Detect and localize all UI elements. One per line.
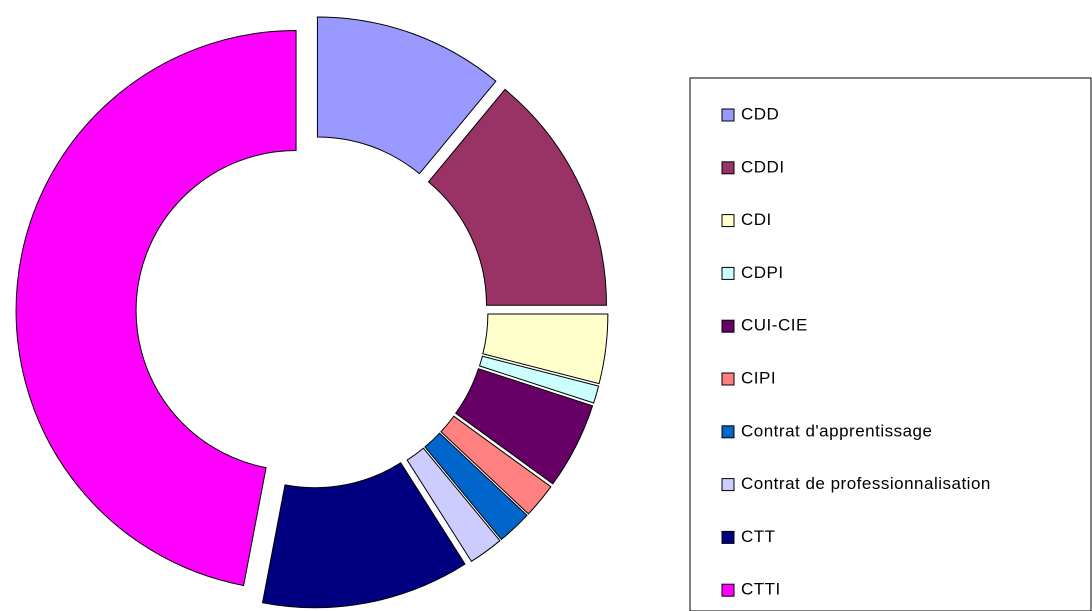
legend-box [689,77,1092,611]
legend-swatch [721,319,735,333]
legend-label: CDD [741,104,779,123]
legend-label: CTTI [741,580,781,599]
donut-slice [478,355,600,404]
legend-label: Contrat de professionnalisation [741,474,991,493]
legend-swatch [721,530,735,544]
legend-label: CDI [741,210,772,229]
legend-label: CTT [741,527,776,546]
legend-swatch [721,583,735,597]
donut-slice [15,29,297,587]
legend-label: CIPI [741,368,776,387]
legend-swatch [721,478,735,492]
legend-label: CUI-CIE [741,316,808,335]
donut-slice [316,16,497,175]
legend-swatch [721,161,735,175]
legend-swatch [721,425,735,439]
legend-swatch [721,266,735,280]
donut-slice [406,447,501,563]
donut-slice [455,368,594,485]
donut-slice [440,415,552,515]
legend-swatch [721,214,735,228]
legend-label: CDDI [741,157,785,176]
legend-label: CDPI [741,263,784,282]
donut-slice [424,432,528,541]
legend-label: Contrat d'apprentissage [741,421,932,440]
donut-slice [427,88,607,306]
donut-slice [482,313,609,385]
legend-swatch [721,108,735,122]
donut-slice [261,462,466,609]
legend-swatch [721,372,735,386]
